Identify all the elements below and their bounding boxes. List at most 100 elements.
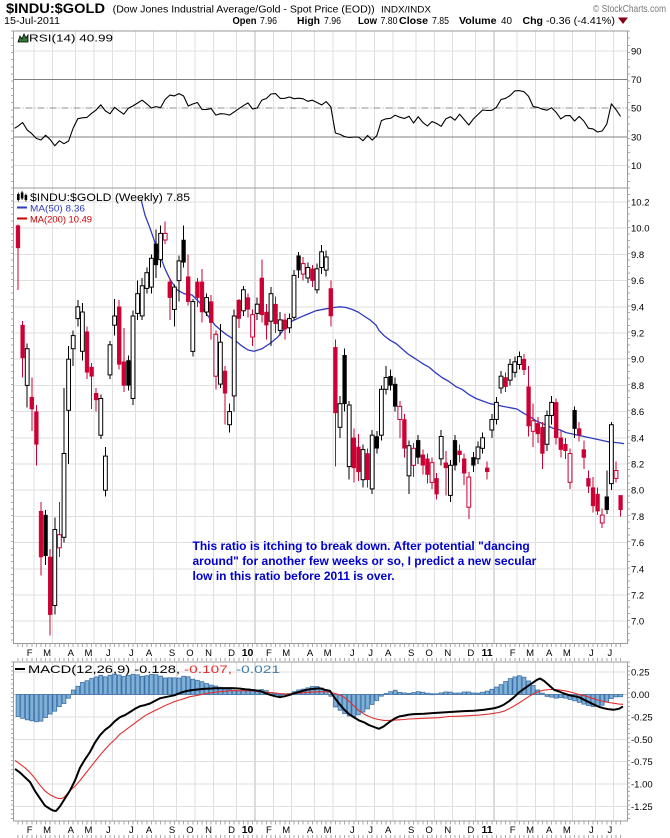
svg-text:M: M <box>84 648 92 659</box>
svg-text:S: S <box>408 648 414 659</box>
svg-text:F: F <box>27 648 33 659</box>
svg-text:M: M <box>563 825 571 836</box>
svg-text:A: A <box>307 825 314 836</box>
svg-text:-0.107,: -0.107, <box>184 664 232 676</box>
svg-text:J: J <box>129 648 134 659</box>
svg-text:A: A <box>307 648 314 659</box>
svg-text:8.2: 8.2 <box>631 460 644 471</box>
svg-text:7.96: 7.96 <box>324 15 341 27</box>
svg-text:F: F <box>510 825 516 836</box>
svg-text:O: O <box>186 648 193 659</box>
svg-text:Low: Low <box>358 15 378 27</box>
svg-text:F: F <box>266 648 272 659</box>
svg-text:RSI(14) 40.99: RSI(14) 40.99 <box>29 33 113 45</box>
svg-text:N: N <box>444 825 451 836</box>
svg-text:J: J <box>106 825 111 836</box>
svg-text:Volume: Volume <box>459 15 497 27</box>
svg-text:9.0: 9.0 <box>631 355 644 366</box>
svg-text:F: F <box>510 648 516 659</box>
svg-text:-0.36 (-4.41%): -0.36 (-4.41%) <box>546 15 615 27</box>
svg-text:D: D <box>467 825 474 836</box>
svg-text:MA(50) 8.36: MA(50) 8.36 <box>30 204 85 215</box>
svg-text:J: J <box>589 648 594 659</box>
svg-text:9.4: 9.4 <box>631 302 644 313</box>
svg-text:S: S <box>169 648 175 659</box>
svg-text:MACD(12,26,9) -0.128,: MACD(12,26,9) -0.128, <box>28 664 180 676</box>
svg-text:N: N <box>205 648 212 659</box>
svg-text:J: J <box>368 648 373 659</box>
svg-text:S: S <box>408 825 414 836</box>
svg-text:8.6: 8.6 <box>631 407 644 418</box>
svg-text:M: M <box>324 648 332 659</box>
svg-text:M: M <box>43 648 51 659</box>
svg-text:10: 10 <box>631 161 642 172</box>
svg-text:M: M <box>526 648 534 659</box>
svg-text:$INDU:$GOLD: $INDU:$GOLD <box>6 1 105 16</box>
svg-text:30: 30 <box>631 132 642 143</box>
svg-text:0.00: 0.00 <box>631 690 650 701</box>
svg-text:10.2: 10.2 <box>631 198 650 209</box>
svg-text:O: O <box>425 825 432 836</box>
svg-text:J: J <box>106 648 111 659</box>
svg-text:9.8: 9.8 <box>631 250 644 261</box>
svg-text:A: A <box>385 648 392 659</box>
svg-text:D: D <box>228 648 235 659</box>
svg-text:J: J <box>607 648 612 659</box>
svg-text:-0.75: -0.75 <box>631 757 653 768</box>
svg-text:A: A <box>146 648 153 659</box>
svg-text:7.96: 7.96 <box>260 15 277 27</box>
svg-text:J: J <box>607 825 612 836</box>
svg-text:M: M <box>84 825 92 836</box>
svg-text:8.0: 8.0 <box>631 486 644 497</box>
svg-text:-0.50: -0.50 <box>631 735 653 746</box>
svg-text:A: A <box>546 825 553 836</box>
svg-text:High: High <box>297 15 320 27</box>
svg-text:$INDU:$GOLD (Weekly) 7.85: $INDU:$GOLD (Weekly) 7.85 <box>30 192 190 204</box>
svg-text:MA(200) 10.49: MA(200) 10.49 <box>30 215 92 226</box>
svg-text:© StockCharts.com: © StockCharts.com <box>593 4 666 15</box>
svg-text:Chg: Chg <box>523 15 544 27</box>
svg-text:-1.25: -1.25 <box>631 802 653 813</box>
svg-text:9.2: 9.2 <box>631 329 644 340</box>
svg-text:8.8: 8.8 <box>631 381 644 392</box>
svg-text:F: F <box>266 825 272 836</box>
svg-text:N: N <box>444 648 451 659</box>
svg-text:J: J <box>350 648 355 659</box>
svg-text:M: M <box>526 825 534 836</box>
svg-text:Close: Close <box>399 15 428 27</box>
svg-text:around" for another few weeks: around" for another few weeks or so, I p… <box>193 554 537 568</box>
svg-text:10.0: 10.0 <box>631 224 650 235</box>
svg-text:0.25: 0.25 <box>631 668 650 679</box>
svg-text:90: 90 <box>631 46 642 57</box>
svg-text:40: 40 <box>501 15 512 27</box>
svg-text:A: A <box>68 825 75 836</box>
svg-text:50: 50 <box>631 104 642 115</box>
svg-text:7.6: 7.6 <box>631 538 644 549</box>
svg-text:15-Jul-2011: 15-Jul-2011 <box>4 16 60 27</box>
svg-text:10: 10 <box>242 824 254 836</box>
svg-text:7.80: 7.80 <box>381 15 398 27</box>
svg-text:7.85: 7.85 <box>432 15 449 27</box>
svg-text:A: A <box>546 648 553 659</box>
svg-text:This ratio is itching to break: This ratio is itching to break down. Aft… <box>193 539 530 553</box>
svg-text:J: J <box>589 825 594 836</box>
svg-text:7.2: 7.2 <box>631 591 644 602</box>
svg-text:O: O <box>425 648 432 659</box>
svg-text:J: J <box>368 825 373 836</box>
svg-text:S: S <box>169 825 175 836</box>
svg-text:10: 10 <box>242 647 254 659</box>
svg-text:7.8: 7.8 <box>631 512 644 523</box>
svg-text:M: M <box>324 825 332 836</box>
svg-text:11: 11 <box>481 824 492 836</box>
svg-text:M: M <box>43 825 51 836</box>
svg-text:70: 70 <box>631 75 642 86</box>
svg-text:-0.25: -0.25 <box>631 712 653 723</box>
svg-text:(Dow Jones Industrial Average/: (Dow Jones Industrial Average/Gold - Spo… <box>113 4 375 16</box>
svg-text:A: A <box>385 825 392 836</box>
svg-text:Open: Open <box>233 15 257 27</box>
svg-text:A: A <box>146 825 153 836</box>
svg-text:N: N <box>205 825 212 836</box>
svg-text:8.4: 8.4 <box>631 433 644 444</box>
svg-text:INDX/INDX: INDX/INDX <box>381 5 432 16</box>
svg-text:low in this ratio before 2011: low in this ratio before 2011 is over. <box>193 569 395 583</box>
